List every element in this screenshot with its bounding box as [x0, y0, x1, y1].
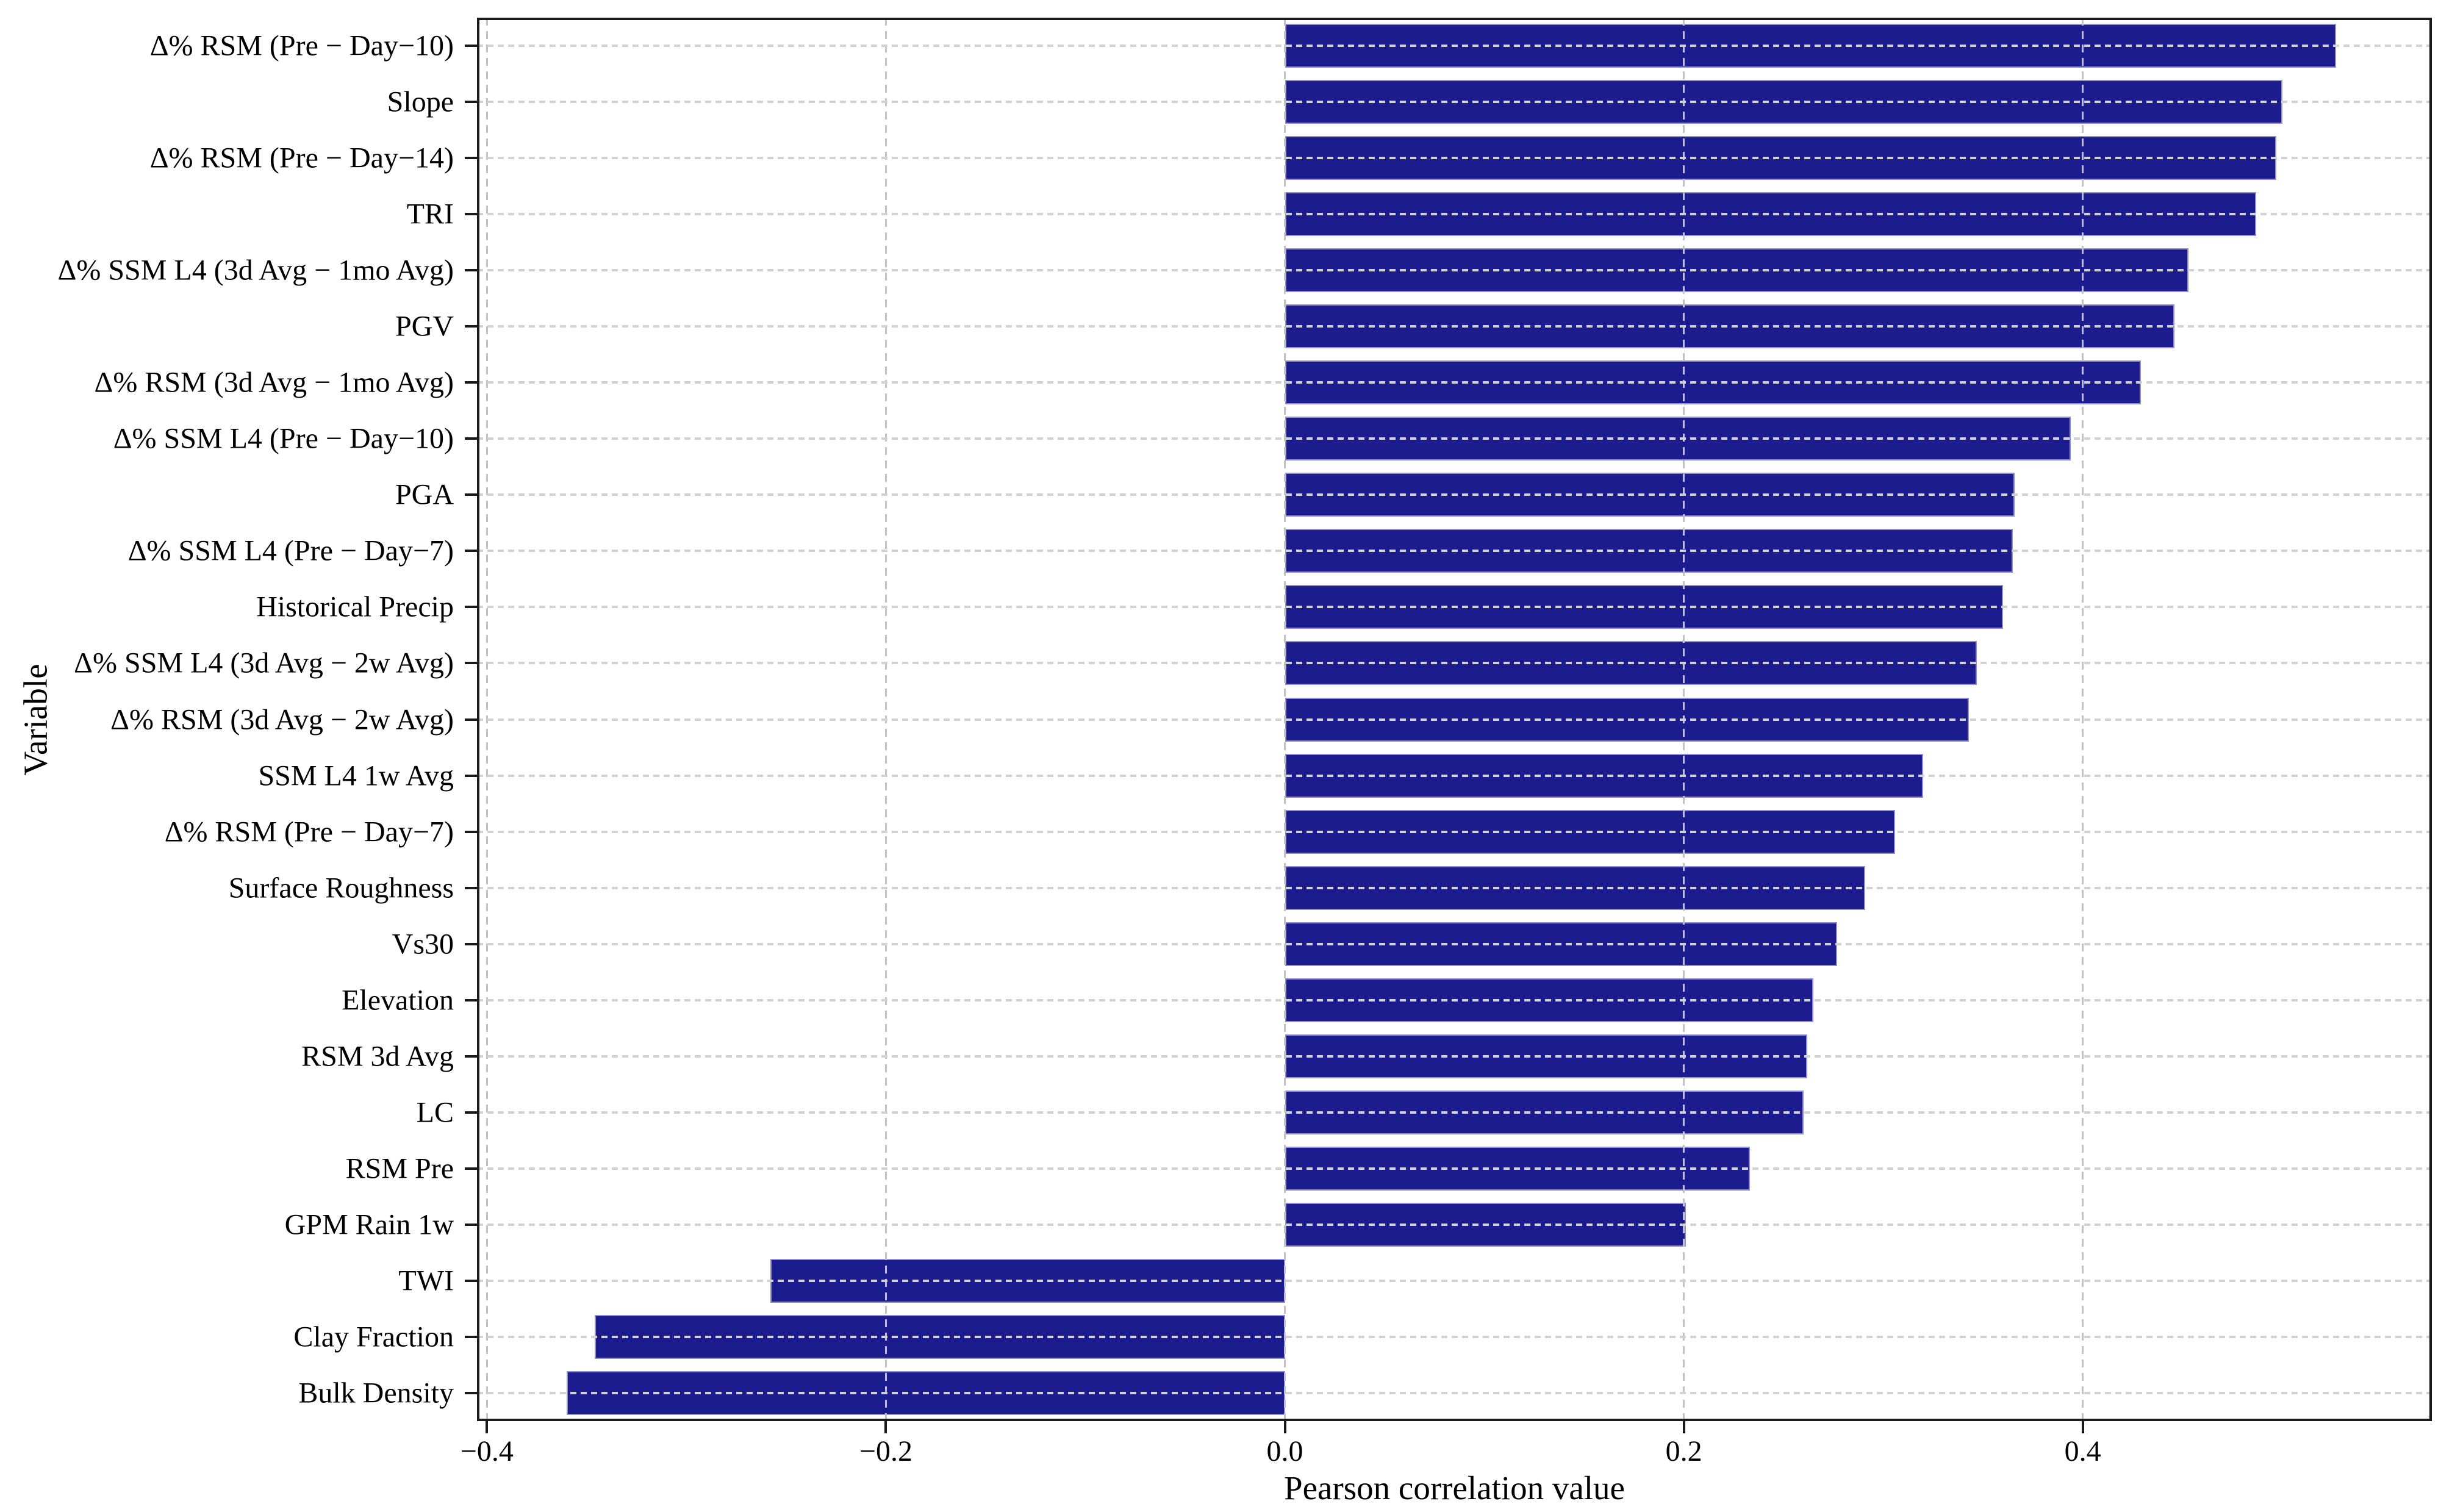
h-gridline	[477, 1279, 2432, 1282]
h-gridline	[477, 1223, 2432, 1226]
h-gridline	[477, 774, 2432, 777]
h-gridline	[477, 493, 2432, 496]
x-tick-mark	[2081, 1421, 2084, 1433]
y-tick-label: Vs30	[392, 928, 454, 961]
y-tick-mark	[465, 718, 477, 721]
y-tick-mark	[465, 942, 477, 945]
y-tick-mark	[465, 830, 477, 833]
x-tick-mark	[884, 1421, 887, 1433]
h-gridline	[477, 381, 2432, 384]
y-tick-label: Surface Roughness	[228, 872, 454, 905]
y-tick-label: TRI	[406, 198, 454, 231]
y-tick-mark	[465, 269, 477, 272]
h-gridline	[477, 886, 2432, 889]
x-tick-mark	[486, 1421, 489, 1433]
x-tick-mark	[1283, 1421, 1286, 1433]
x-tick-label: 0.2	[1665, 1435, 1702, 1467]
x-axis-title: Pearson correlation value	[1284, 1469, 1625, 1507]
y-tick-mark	[465, 1223, 477, 1226]
y-tick-mark	[465, 1391, 477, 1394]
y-tick-label: Δ% SSM L4 (3d Avg − 1mo Avg)	[57, 254, 454, 287]
y-tick-mark	[465, 662, 477, 665]
y-tick-label: Bulk Density	[298, 1377, 454, 1410]
y-tick-label: Slope	[387, 85, 454, 118]
y-tick-label: Δ% SSM L4 (Pre − Day−7)	[127, 534, 454, 567]
y-tick-label: Δ% RSM (3d Avg − 1mo Avg)	[94, 366, 454, 399]
y-tick-label: Δ% RSM (3d Avg − 2w Avg)	[110, 703, 454, 736]
h-gridline	[477, 1391, 2432, 1394]
y-tick-mark	[465, 998, 477, 1001]
h-gridline	[477, 1055, 2432, 1058]
y-tick-label: Historical Precip	[256, 590, 454, 623]
h-gridline	[477, 269, 2432, 272]
h-gridline	[477, 45, 2432, 48]
y-tick-mark	[465, 606, 477, 609]
y-tick-label: Δ% RSM (Pre − Day−10)	[149, 29, 454, 62]
y-tick-mark	[465, 886, 477, 889]
y-tick-mark	[465, 1055, 477, 1058]
h-gridline	[477, 1111, 2432, 1114]
y-tick-mark	[465, 493, 477, 496]
y-tick-label: Δ% SSM L4 (3d Avg − 2w Avg)	[74, 647, 454, 679]
h-gridline	[477, 830, 2432, 833]
h-gridline	[477, 157, 2432, 160]
y-tick-label: PGA	[395, 478, 454, 511]
h-gridline	[477, 942, 2432, 945]
h-gridline	[477, 1167, 2432, 1170]
h-gridline	[477, 325, 2432, 328]
y-tick-label: Clay Fraction	[293, 1320, 454, 1353]
y-tick-mark	[465, 213, 477, 216]
x-tick-label: 0.0	[1266, 1435, 1303, 1467]
y-tick-label: Δ% RSM (Pre − Day−14)	[149, 142, 454, 174]
h-gridline	[477, 718, 2432, 721]
h-gridline	[477, 550, 2432, 553]
y-tick-label: TWI	[398, 1264, 454, 1297]
y-tick-label: RSM Pre	[345, 1152, 454, 1185]
y-axis-title: Variable	[16, 663, 54, 776]
h-gridline	[477, 662, 2432, 665]
h-gridline	[477, 213, 2432, 216]
x-tick-label: 0.4	[2064, 1435, 2101, 1467]
y-tick-mark	[465, 101, 477, 104]
y-tick-mark	[465, 1335, 477, 1338]
y-tick-mark	[465, 45, 477, 48]
y-tick-mark	[465, 157, 477, 160]
plot-area	[477, 18, 2432, 1421]
y-tick-mark	[465, 1167, 477, 1170]
y-tick-label: Δ% RSM (Pre − Day−7)	[164, 815, 454, 848]
y-tick-label: PGV	[395, 310, 454, 343]
plot-spines	[477, 18, 2432, 1421]
y-tick-mark	[465, 437, 477, 440]
x-tick-label: −0.4	[460, 1435, 514, 1467]
y-tick-mark	[465, 325, 477, 328]
h-gridline	[477, 437, 2432, 440]
y-tick-label: LC	[416, 1096, 454, 1129]
h-gridline	[477, 606, 2432, 609]
y-tick-label: SSM L4 1w Avg	[258, 759, 454, 792]
y-tick-label: Δ% SSM L4 (Pre − Day−10)	[113, 422, 454, 455]
h-gridline	[477, 1335, 2432, 1338]
x-tick-label: −0.2	[859, 1435, 912, 1467]
y-tick-mark	[465, 1111, 477, 1114]
x-tick-mark	[1682, 1421, 1685, 1433]
h-gridline	[477, 998, 2432, 1001]
y-tick-label: RSM 3d Avg	[301, 1040, 454, 1073]
y-tick-mark	[465, 381, 477, 384]
y-tick-label: GPM Rain 1w	[284, 1208, 454, 1241]
y-tick-label: Elevation	[342, 984, 454, 1017]
y-tick-mark	[465, 1279, 477, 1282]
h-gridline	[477, 101, 2432, 104]
y-tick-mark	[465, 774, 477, 777]
y-tick-mark	[465, 550, 477, 553]
